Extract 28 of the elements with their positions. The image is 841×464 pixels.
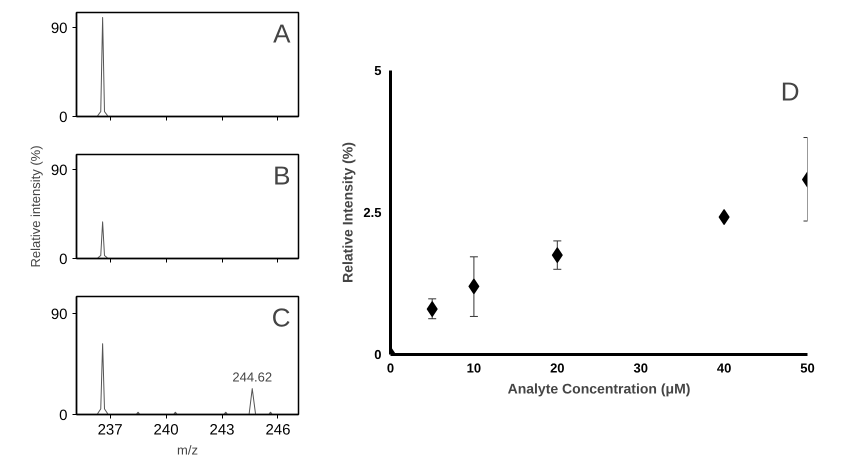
x-tick-label: 240: [154, 422, 179, 438]
y-tick-label: 90: [50, 162, 68, 179]
annotation: C: [272, 302, 291, 332]
x-tick-label: 243: [210, 422, 235, 438]
y-axis-title: Relative intensity (%): [28, 145, 43, 268]
x-tick-label: 237: [98, 422, 123, 438]
y-tick-label: 0: [59, 251, 68, 268]
y-tick-label: 0: [59, 407, 68, 424]
y-tick-label: 90: [50, 20, 68, 37]
x-tick-label: 0: [386, 360, 394, 376]
x-tick-label: 50: [800, 360, 815, 376]
y-tick-label: 90: [50, 306, 68, 323]
annotation: A: [273, 18, 292, 48]
x-axis-title: Analyte Concentration (μM): [508, 380, 690, 396]
y-tick-label: 2.5: [363, 205, 382, 220]
x-axis-title: m/z: [177, 442, 198, 458]
x-tick-label: 246: [265, 422, 290, 438]
x-tick-label: 10: [466, 360, 482, 376]
y-axis-title: Relative Intensity (%): [339, 142, 356, 283]
x-tick-label: 30: [633, 360, 648, 376]
x-tick-label: 40: [716, 360, 732, 376]
y-tick-label: 0: [374, 347, 382, 362]
annotation: B: [273, 160, 290, 190]
x-tick-label: 20: [550, 360, 565, 376]
annotation: 244.62: [232, 370, 272, 385]
y-tick-label: 0: [59, 109, 68, 126]
y-tick-label: 5: [374, 63, 382, 78]
annotation: D: [780, 76, 800, 106]
